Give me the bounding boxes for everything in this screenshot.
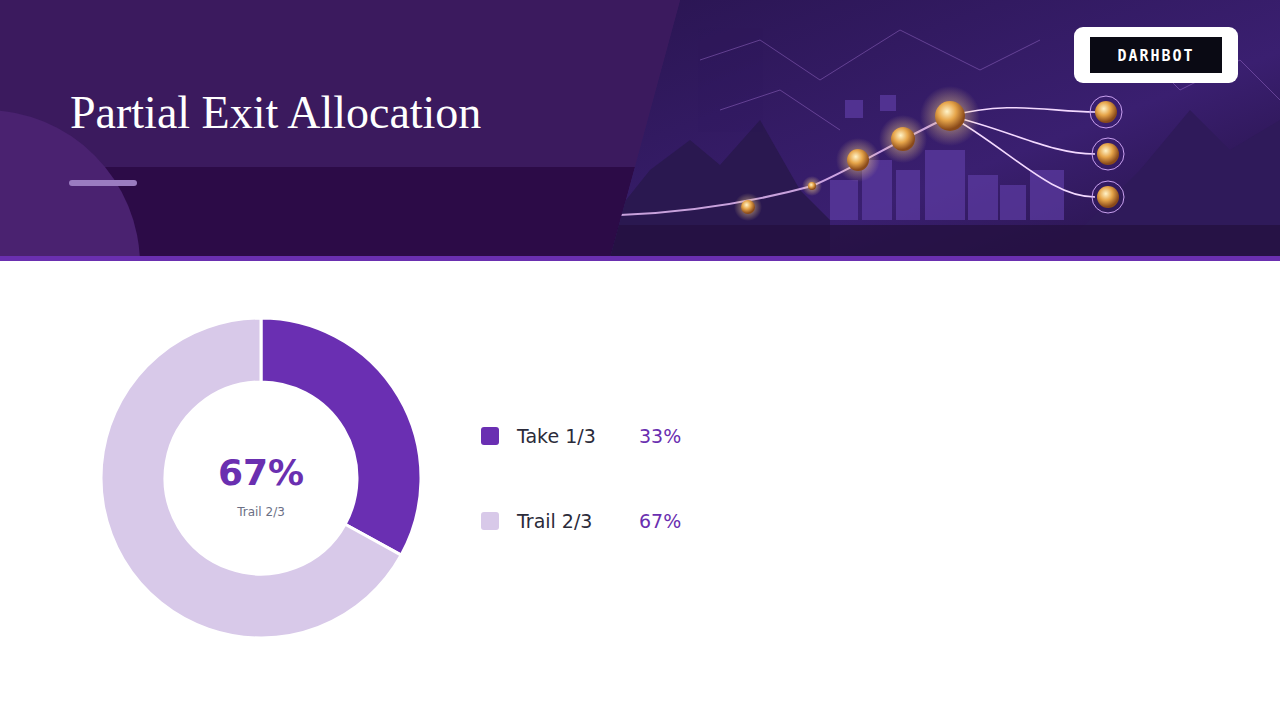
logo-text: DARHBOT <box>1117 47 1194 65</box>
legend-label: Take 1/3 <box>516 425 596 447</box>
logo-box <box>1090 37 1222 73</box>
legend-swatch <box>481 427 499 445</box>
ground <box>610 225 1280 258</box>
legend: Take 1/3 33% Trail 2/3 67% <box>481 425 681 532</box>
light-path <box>620 116 950 215</box>
header-bg <box>0 0 1280 258</box>
legend-value: 33% <box>639 425 681 447</box>
orbs <box>734 86 1124 221</box>
slices <box>101 318 421 638</box>
cubes <box>830 95 1064 220</box>
image-bg <box>610 0 1280 258</box>
header-rule <box>0 256 1280 261</box>
page: {"brand": "DARHBOT", "chart_data": {"typ… <box>0 0 1280 720</box>
chart: 67% Trail 2/3 Take 1/3 33% Trail 2/3 67% <box>101 318 681 638</box>
legend-swatch <box>481 512 499 530</box>
logo-frame <box>1074 27 1238 83</box>
slice <box>261 318 421 555</box>
header-image <box>610 0 1280 258</box>
canvas: 67% Trail 2/3 Take 1/3 33% Trail 2/3 67% Part… <box>0 0 1280 720</box>
title-underline <box>69 180 137 186</box>
legend-label: Trail 2/3 <box>516 510 592 532</box>
slice <box>101 318 401 638</box>
center-caption: Trail 2/3 <box>236 505 285 519</box>
center-value: 67% <box>218 452 304 493</box>
title: Partial Exit Allocation <box>70 87 481 138</box>
header <box>0 0 1280 258</box>
legend-value: 67% <box>639 510 681 532</box>
